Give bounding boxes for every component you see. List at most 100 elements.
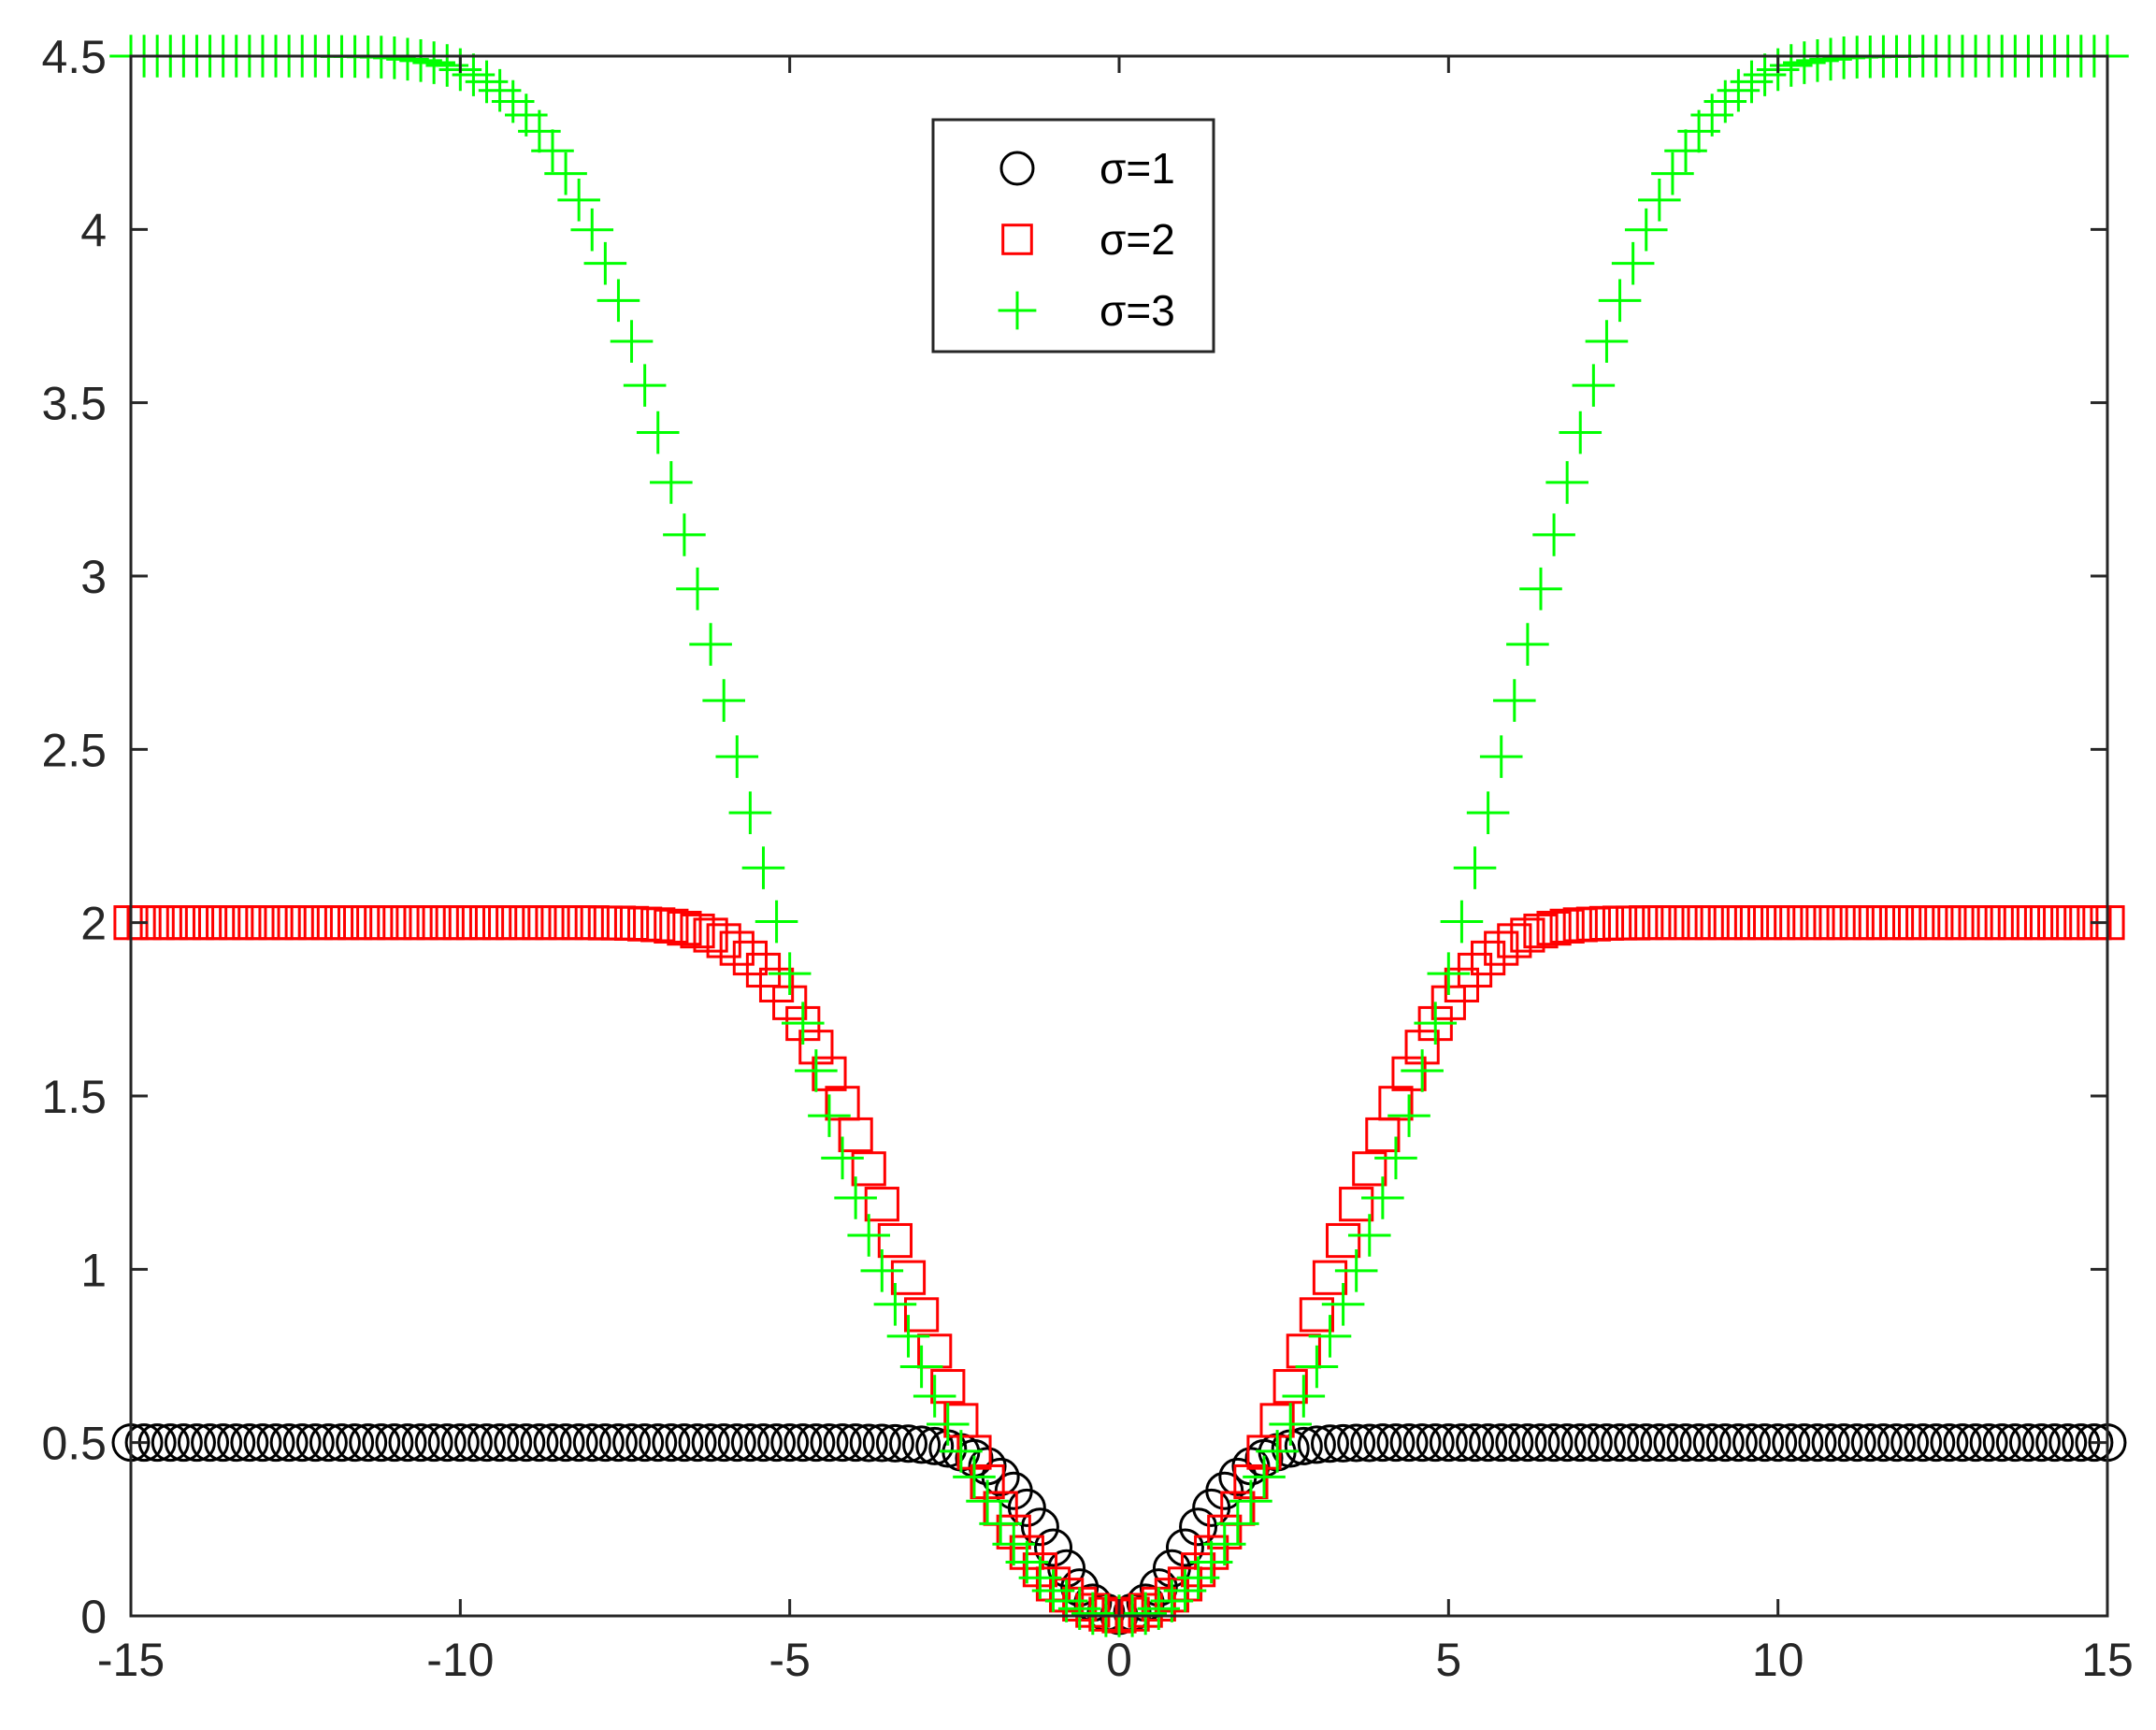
data-point-plus [1479, 735, 1523, 778]
data-point-plus [808, 1094, 851, 1137]
data-point-circle [1785, 1423, 1824, 1463]
data-point-circle [481, 1423, 520, 1463]
data-point-circle [427, 1423, 467, 1463]
data-point-plus [1440, 900, 1484, 944]
data-point-circle [1732, 1423, 1771, 1463]
data-point-plus [1532, 513, 1575, 556]
data-point-plus [1624, 208, 1668, 252]
data-point-circle [1614, 1423, 1653, 1463]
data-point-square [1484, 930, 1519, 966]
data-point-circle [1521, 1423, 1560, 1463]
data-point-circle [217, 1423, 256, 1463]
data-point-circle [717, 1423, 756, 1463]
data-point-plus [899, 1345, 943, 1389]
data-point-plus [1493, 679, 1536, 722]
data-point-circle [598, 1423, 638, 1463]
data-point-square [1497, 923, 1532, 959]
data-point-circle [889, 1424, 928, 1463]
data-point-plus [1559, 411, 1603, 454]
data-point-circle [1324, 1423, 1363, 1463]
data-point-circle [362, 1423, 401, 1463]
data-point-circle [1534, 1423, 1574, 1463]
data-point-circle [1679, 1423, 1718, 1463]
data-point-circle [520, 1423, 559, 1463]
data-point-plus [1611, 241, 1655, 285]
data-point-circle [2022, 1423, 2062, 1463]
data-point-plus [1427, 952, 1471, 995]
data-point-circle [902, 1425, 941, 1464]
data-point-square [1352, 1151, 1387, 1187]
data-point-circle [862, 1423, 901, 1463]
data-point-plus [966, 1479, 1009, 1523]
y-tick-label: 1.5 [41, 1071, 107, 1123]
data-point-square [904, 1297, 940, 1333]
data-point-circle [1772, 1423, 1811, 1463]
data-point-circle [1456, 1423, 1495, 1463]
data-point-plus [1466, 791, 1510, 834]
data-point-circle [1890, 1423, 1930, 1463]
data-point-circle [757, 1423, 797, 1463]
data-point-plus [1216, 1502, 1259, 1546]
data-point-circle [309, 1423, 348, 1463]
legend-label: σ=3 [1100, 286, 1175, 335]
data-point-plus [1519, 567, 1562, 611]
data-point-square [732, 940, 768, 976]
data-point-plus [781, 1002, 825, 1045]
data-point-circle [453, 1423, 493, 1463]
data-point-circle [1020, 1507, 1059, 1547]
data-point-circle [743, 1423, 783, 1463]
data-point-circle [414, 1423, 453, 1463]
data-point-circle [1508, 1423, 1547, 1463]
data-point-square [877, 1222, 913, 1259]
data-point-circle [1469, 1423, 1508, 1463]
data-point-square [1325, 1222, 1361, 1259]
data-point-plus [768, 952, 812, 995]
data-point-plus [1361, 1176, 1404, 1219]
data-point-circle [1627, 1423, 1666, 1463]
y-tick-label: 4 [80, 204, 107, 256]
data-point-plus [676, 567, 719, 611]
data-point-plus [1256, 1430, 1299, 1473]
data-point-circle [2048, 1423, 2088, 1463]
data-point-plus [1638, 179, 1681, 222]
legend-label: σ=1 [1100, 144, 1175, 193]
data-point-circle [1165, 1528, 1204, 1567]
data-point-circle [875, 1423, 914, 1463]
y-tick-label: 3.5 [41, 378, 107, 430]
data-point-circle [151, 1423, 190, 1463]
data-point-circle [1863, 1423, 1903, 1463]
data-point-circle [1574, 1423, 1613, 1463]
data-point-square [812, 1056, 847, 1091]
data-point-plus [755, 900, 798, 944]
data-point-circle [1759, 1423, 1798, 1463]
data-point-circle [1337, 1423, 1376, 1463]
x-tick-label: -5 [769, 1634, 810, 1686]
data-point-plus [1269, 1403, 1313, 1446]
x-tick-label: 15 [2081, 1634, 2134, 1686]
data-point-circle [546, 1423, 585, 1463]
data-point-plus [1598, 279, 1642, 323]
data-point-square [1272, 1369, 1308, 1405]
data-point-plus [1229, 1479, 1272, 1523]
data-point-plus [583, 241, 627, 285]
data-point-circle [1205, 1471, 1244, 1510]
data-point-square [1312, 1260, 1348, 1295]
data-point-circle [1653, 1423, 1692, 1463]
data-point-plus [1651, 151, 1694, 195]
data-point-circle [177, 1423, 216, 1463]
data-point-square [1378, 1086, 1414, 1121]
data-point-plus [1282, 1375, 1326, 1418]
data-point-plus [531, 129, 574, 172]
data-point-plus [715, 735, 759, 778]
data-point-circle [1601, 1423, 1640, 1463]
data-point-circle [1350, 1423, 1389, 1463]
legend: σ=1 σ=2 σ=3 [931, 118, 1215, 353]
data-point-plus [557, 179, 600, 222]
data-point-square [1299, 1297, 1335, 1333]
data-point-circle [1034, 1528, 1073, 1567]
legend-marker-plus [998, 291, 1037, 330]
data-point-plus [1545, 461, 1588, 504]
data-point-square [864, 1187, 899, 1222]
